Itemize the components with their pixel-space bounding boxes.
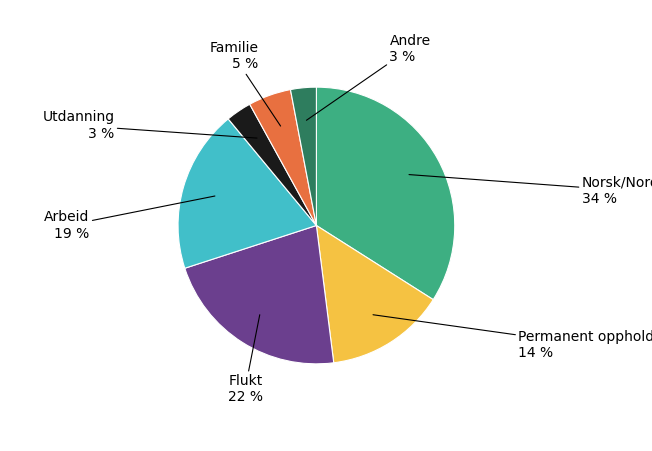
Text: Flukt
22 %: Flukt 22 % bbox=[228, 315, 263, 404]
Wedge shape bbox=[316, 226, 433, 363]
Wedge shape bbox=[316, 87, 454, 299]
Wedge shape bbox=[178, 119, 316, 268]
Text: Familie
5 %: Familie 5 % bbox=[210, 41, 280, 126]
Text: Arbeid
19 %: Arbeid 19 % bbox=[44, 196, 215, 240]
Wedge shape bbox=[290, 87, 316, 226]
Text: Norsk/Nordisk
34 %: Norsk/Nordisk 34 % bbox=[409, 175, 652, 206]
Text: Permanent opphold
14 %: Permanent opphold 14 % bbox=[373, 315, 652, 360]
Wedge shape bbox=[250, 90, 316, 226]
Wedge shape bbox=[185, 226, 334, 364]
Wedge shape bbox=[228, 104, 316, 226]
Text: Andre
3 %: Andre 3 % bbox=[306, 34, 430, 120]
Text: Utdanning
3 %: Utdanning 3 % bbox=[42, 110, 257, 141]
